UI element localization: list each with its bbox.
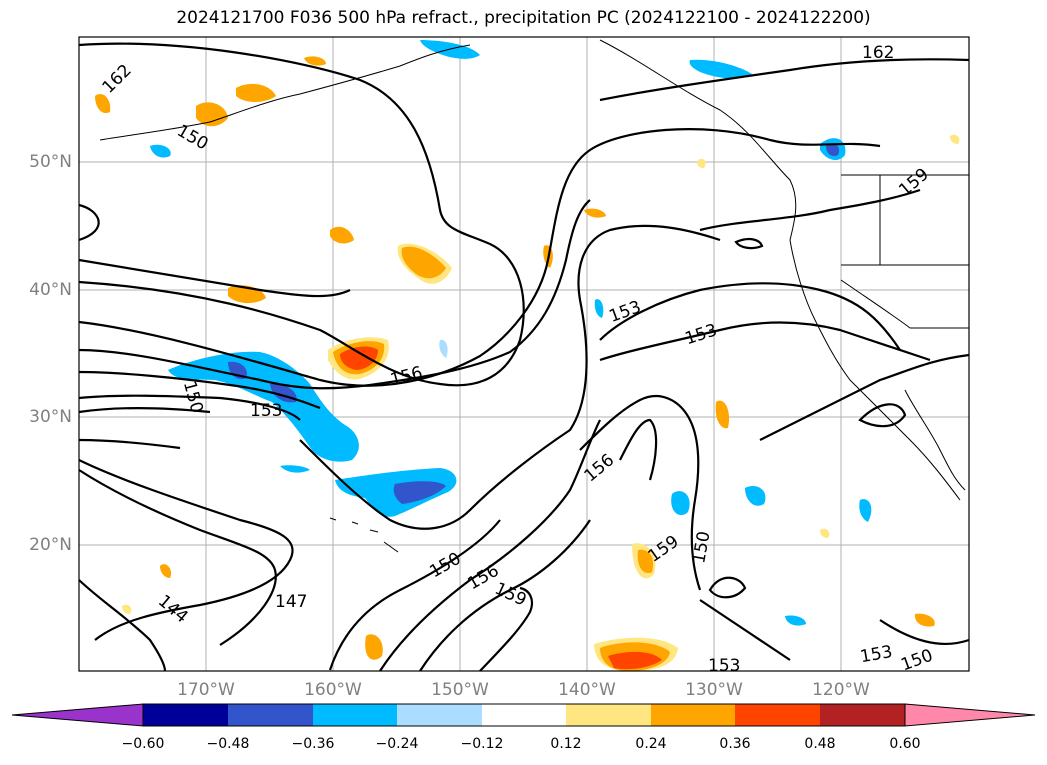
plot-frame	[78, 36, 970, 672]
contour-line	[734, 237, 764, 250]
contour-label: 153	[250, 401, 282, 421]
contour-line	[579, 395, 702, 591]
contour-line	[78, 258, 351, 298]
coastline-baja	[904, 389, 966, 491]
lon-label: 160°W	[304, 680, 362, 700]
contour-line	[78, 42, 525, 387]
contours	[78, 42, 970, 672]
colorbar-bin	[735, 704, 820, 726]
coastlines	[99, 39, 969, 553]
contour-line	[299, 224, 721, 530]
colorbar-tick-label: −0.12	[460, 736, 504, 752]
contour-line	[78, 469, 277, 646]
colorbar-bin	[820, 704, 905, 726]
contour-label: 147	[275, 592, 307, 612]
coastline-us-west	[789, 239, 961, 501]
colorbar-extend-low	[11, 703, 144, 727]
contour-line	[708, 576, 747, 599]
contour-line	[599, 282, 901, 351]
colorbar-bin	[228, 704, 313, 726]
coastline-canada	[599, 39, 797, 241]
contour-line	[419, 519, 591, 672]
contour-line	[78, 370, 321, 410]
colorbar-bin	[651, 704, 735, 726]
colorbar-tick-label: −0.36	[291, 736, 335, 752]
colorbar-bin	[566, 704, 651, 726]
colorbar-bin	[143, 704, 228, 726]
lon-label: 120°W	[812, 680, 870, 700]
coastline-alaska	[99, 44, 471, 141]
contour-line	[78, 394, 301, 421]
contour-line	[619, 418, 658, 481]
hawaii	[329, 517, 399, 553]
plot-area	[79, 37, 969, 671]
contour-line	[479, 586, 534, 672]
colorbar-tick-label: −0.48	[206, 736, 250, 752]
contour-line	[759, 353, 970, 441]
contour-line	[699, 599, 791, 661]
contour-line	[78, 459, 294, 641]
lon-label: 130°W	[685, 680, 743, 700]
contour-label: 162	[862, 43, 894, 63]
contour-line	[699, 188, 921, 232]
contour-line	[78, 407, 211, 414]
colorbar-tick-label: −0.60	[121, 736, 165, 752]
precip-negative-band	[168, 351, 359, 462]
contour-label: 153	[708, 656, 740, 676]
map-title: 2024121700 F036 500 hPa refract., precip…	[176, 8, 871, 28]
colorbar-tick-label: 0.12	[550, 736, 582, 752]
lat-label: 20°N	[29, 535, 72, 555]
colorbar-tick-label: −0.24	[375, 736, 419, 752]
colorbar-tick-label: 0.36	[719, 736, 751, 752]
state-border	[840, 279, 911, 329]
contour-line	[78, 438, 181, 450]
lat-label: 50°N	[29, 152, 72, 172]
contour-line	[78, 203, 100, 242]
contour-line	[599, 321, 931, 362]
lon-label: 150°W	[431, 680, 489, 700]
contour-line	[78, 579, 167, 672]
lon-label: 140°W	[558, 680, 616, 700]
precip-fills	[95, 40, 960, 671]
lon-label: 170°W	[177, 680, 235, 700]
contour-line	[328, 519, 501, 671]
contour-line	[599, 58, 970, 102]
colorbar-extend-high	[904, 703, 1036, 727]
colorbar-bin	[482, 704, 566, 726]
contour-line	[78, 128, 881, 387]
contour-line	[858, 403, 907, 428]
contour-line	[379, 419, 601, 672]
colorbar-tick-label: 0.24	[635, 736, 667, 752]
lat-label: 30°N	[29, 407, 72, 427]
colorbar-bin	[313, 704, 397, 726]
contour-line	[879, 619, 970, 645]
colorbar-tick-label: 0.48	[804, 736, 836, 752]
lat-label: 40°N	[29, 280, 72, 300]
contour-line	[78, 199, 591, 390]
colorbar-bin	[397, 704, 482, 726]
colorbar	[11, 703, 1036, 727]
colorbar-tick-label: 0.60	[889, 736, 921, 752]
